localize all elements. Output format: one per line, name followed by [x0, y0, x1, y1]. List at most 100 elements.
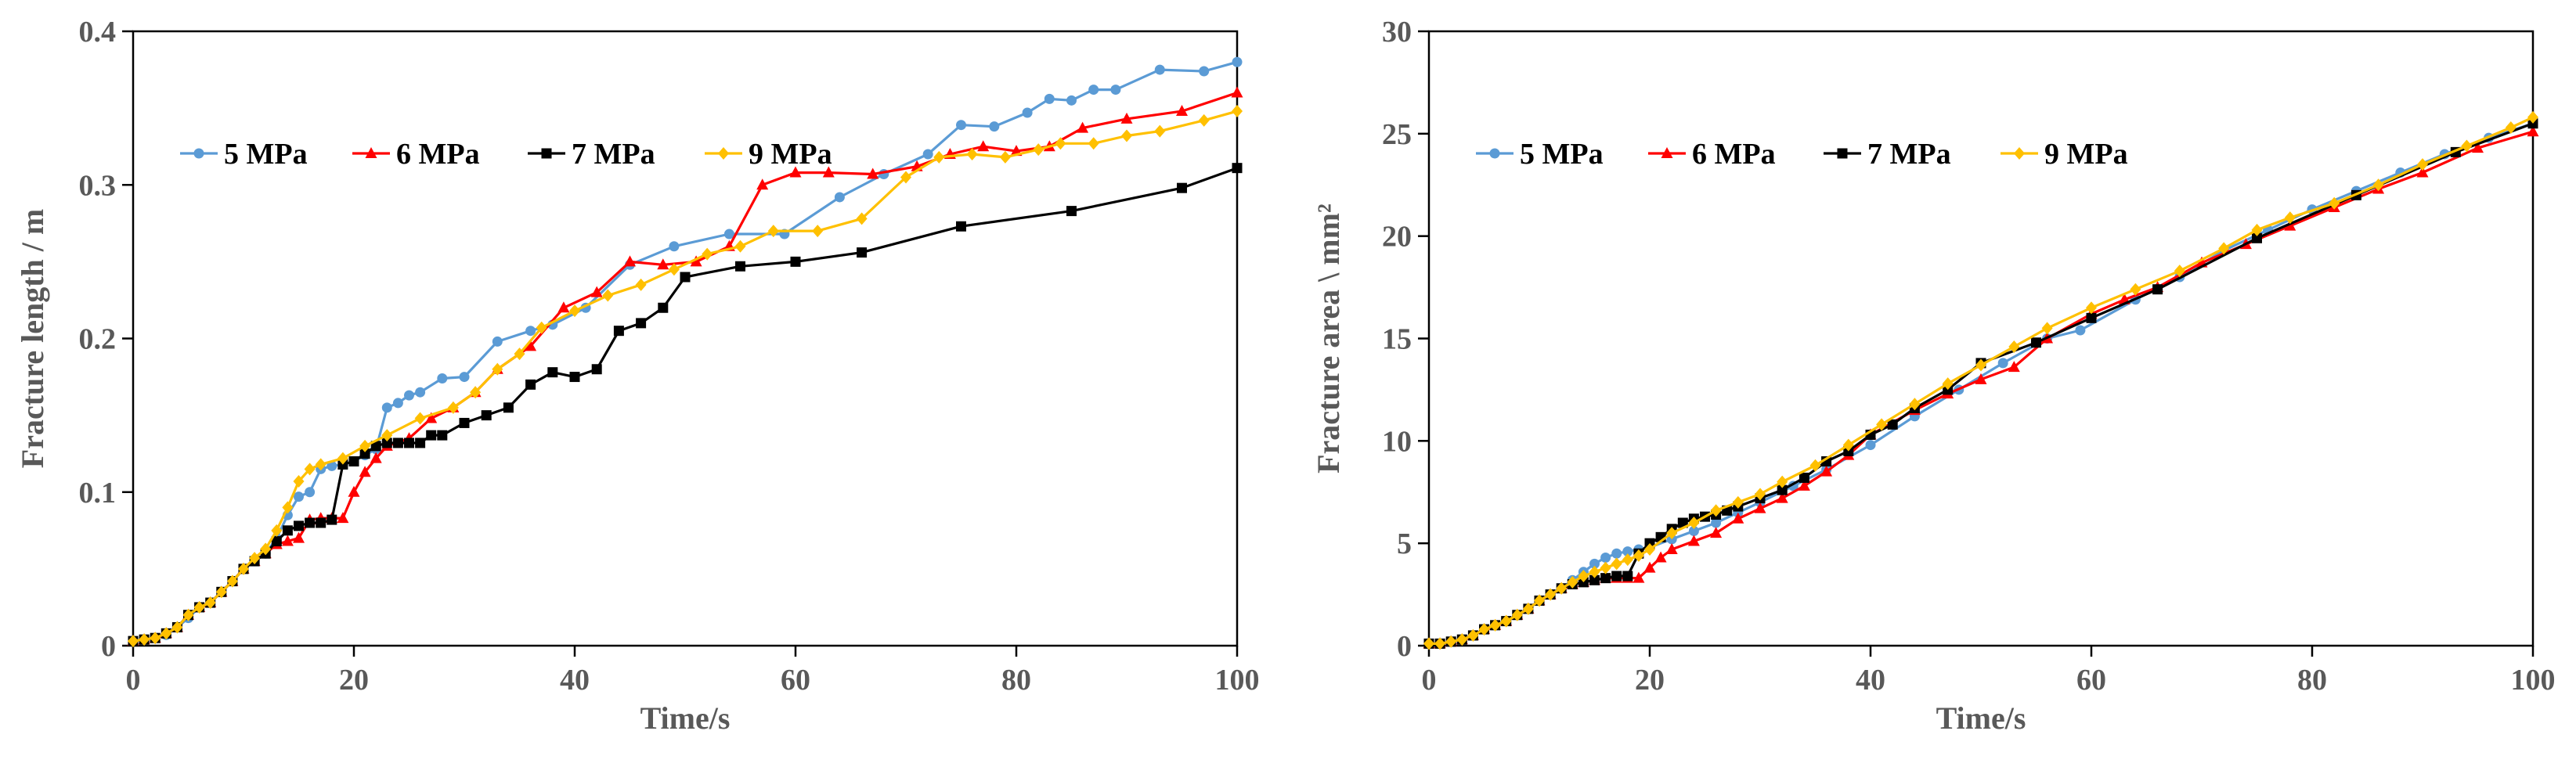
right-legend-marker	[1837, 148, 1848, 159]
left-x-tick-label: 100	[1215, 664, 1260, 697]
right-x-axis-title: Time/s	[1936, 700, 2026, 736]
left-y-tick-label: 0.3	[79, 169, 117, 202]
left-data-point	[856, 212, 868, 225]
left-series-line	[132, 91, 1238, 643]
left-data-point	[316, 517, 327, 528]
left-data-point	[966, 148, 978, 160]
left-data-point	[525, 379, 536, 390]
right-data-point	[1798, 479, 1810, 491]
left-data-point	[658, 302, 669, 313]
left-data-point	[359, 439, 371, 452]
right-data-point	[1456, 633, 1468, 646]
right-data-point	[2086, 312, 2097, 323]
left-data-point	[294, 520, 304, 531]
left-data-point	[447, 401, 459, 414]
left-data-point	[789, 166, 802, 178]
left-data-point	[1077, 121, 1089, 133]
left-data-point	[999, 150, 1011, 164]
right-y-tick-label: 25	[1382, 118, 1412, 151]
left-data-point	[415, 387, 426, 398]
right-y-tick-label: 5	[1397, 528, 1412, 560]
left-data-point	[1022, 107, 1033, 118]
left-data-point	[525, 340, 537, 351]
left-plot-frame	[132, 30, 1239, 647]
right-data-point	[1865, 440, 1876, 451]
right-data-point	[1687, 535, 1700, 546]
left-legend-item: 5 MPa	[180, 138, 308, 171]
left-x-tick-label: 0	[126, 664, 141, 697]
right-data-point	[1589, 574, 1600, 585]
right-data-point	[2252, 232, 2262, 243]
left-data-point	[315, 458, 327, 471]
left-data-point	[822, 166, 835, 178]
right-data-point	[1622, 571, 1633, 582]
left-data-point	[281, 535, 294, 546]
right-data-point	[1611, 571, 1622, 582]
left-series-line	[132, 167, 1238, 643]
left-data-point	[348, 456, 359, 466]
left-data-point	[857, 247, 868, 258]
right-x-tick-label: 80	[2297, 664, 2327, 697]
left-data-point	[1198, 113, 1210, 127]
left-data-point	[459, 372, 470, 383]
right-data-point	[1478, 623, 1490, 636]
left-data-point	[470, 386, 482, 399]
right-data-point	[1777, 484, 1788, 495]
right-data-point	[1644, 543, 1655, 556]
left-data-point	[193, 600, 205, 614]
left-data-point	[437, 373, 448, 384]
left-data-point	[702, 247, 713, 261]
right-data-point	[1511, 608, 1523, 621]
right-data-point	[1677, 517, 1688, 528]
right-y-axis-title: Fracture area \ mm²	[1311, 203, 1346, 474]
right-data-point	[1423, 637, 1434, 650]
left-data-point	[525, 326, 536, 337]
left-data-point	[204, 596, 216, 610]
left-data-point	[293, 475, 305, 488]
left-data-point	[1177, 182, 1187, 193]
left-data-point	[492, 362, 503, 376]
right-data-point	[1975, 358, 1986, 372]
left-data-point	[1154, 64, 1165, 75]
left-data-point	[415, 438, 426, 448]
left-data-point	[249, 552, 261, 565]
right-legend-marker	[1489, 148, 1500, 159]
right-data-point	[1887, 419, 1898, 430]
right-legend-item: 5 MPa	[1476, 138, 1604, 171]
right-data-point	[2472, 142, 2484, 153]
left-data-point	[668, 263, 680, 276]
right-data-point	[2416, 166, 2429, 178]
left-legend-marker	[365, 147, 377, 158]
right-data-point	[2251, 223, 2263, 236]
right-data-point	[2527, 125, 2539, 137]
left-data-point	[327, 514, 337, 525]
right-data-point	[1578, 570, 1589, 583]
right-data-point	[1633, 549, 1644, 562]
left-data-point	[514, 347, 525, 361]
right-legend-item: 6 MPa	[1648, 138, 1776, 171]
left-data-point	[922, 149, 933, 160]
left-data-point	[636, 318, 647, 329]
right-data-point	[2218, 242, 2230, 255]
left-data-point	[150, 632, 161, 645]
left-data-point	[767, 225, 779, 238]
left-data-point	[425, 412, 438, 423]
left-data-point	[812, 225, 824, 238]
right-data-point	[1711, 517, 1722, 528]
left-x-tick-label: 20	[339, 664, 369, 697]
left-data-point	[337, 452, 348, 465]
left-data-point	[680, 272, 691, 283]
right-data-point	[1643, 561, 1656, 573]
left-data-point	[404, 390, 414, 401]
right-data-point	[1600, 573, 1611, 584]
left-data-point	[305, 487, 316, 498]
left-data-point	[215, 585, 227, 599]
right-data-point	[1600, 561, 1611, 574]
left-legend-label: 6 MPa	[396, 138, 480, 171]
left-data-point	[1232, 105, 1243, 118]
left-data-point	[1199, 66, 1210, 77]
right-data-point	[2031, 337, 2041, 348]
right-data-point	[1909, 398, 1921, 411]
right-x-tick-label: 60	[2076, 664, 2106, 697]
right-data-point	[1688, 525, 1699, 536]
